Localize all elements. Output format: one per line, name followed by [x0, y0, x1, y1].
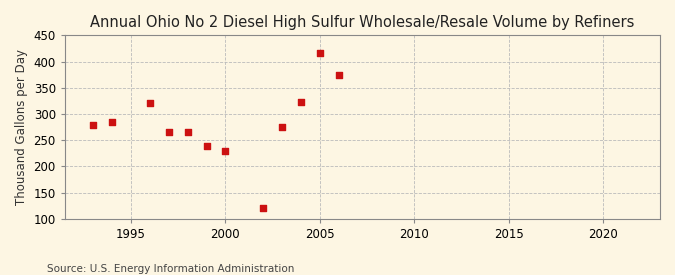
Text: Source: U.S. Energy Information Administration: Source: U.S. Energy Information Administ…	[47, 264, 294, 274]
Y-axis label: Thousand Gallons per Day: Thousand Gallons per Day	[15, 49, 28, 205]
Title: Annual Ohio No 2 Diesel High Sulfur Wholesale/Resale Volume by Refiners: Annual Ohio No 2 Diesel High Sulfur Whol…	[90, 15, 634, 30]
Point	[163, 130, 174, 134]
Point	[182, 130, 193, 134]
Point	[220, 149, 231, 153]
Point	[296, 100, 306, 104]
Point	[315, 51, 325, 55]
Point	[107, 120, 117, 125]
Point	[88, 123, 99, 128]
Point	[201, 144, 212, 148]
Point	[258, 206, 269, 210]
Point	[333, 73, 344, 77]
Point	[144, 101, 155, 106]
Point	[277, 124, 288, 129]
